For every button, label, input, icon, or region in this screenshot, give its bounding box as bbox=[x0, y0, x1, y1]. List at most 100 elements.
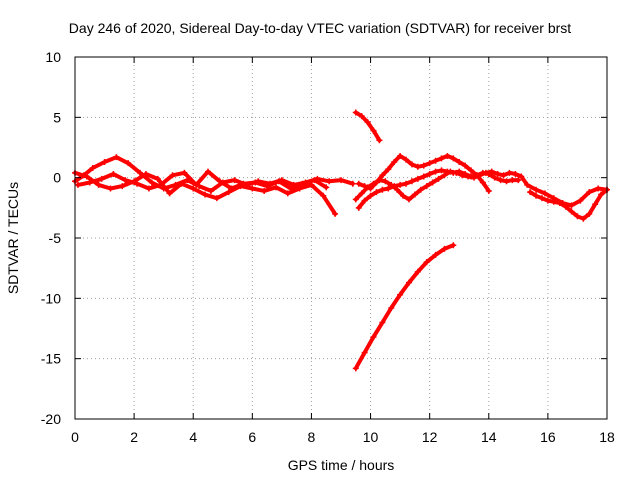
data-point bbox=[441, 245, 448, 252]
data-point bbox=[479, 179, 486, 186]
axis-ticks: 0 2 4 6 8 10 12 14 16 18 -20 -15 -10 -5 0 5 10 bbox=[41, 49, 615, 445]
y-tick-label: 10 bbox=[45, 49, 61, 65]
data-point bbox=[444, 152, 451, 159]
data-point bbox=[423, 183, 430, 190]
data-point bbox=[527, 189, 534, 196]
data-point bbox=[125, 160, 132, 167]
data-point bbox=[252, 179, 259, 186]
data-point bbox=[397, 181, 404, 188]
data-point bbox=[488, 168, 495, 175]
data-point bbox=[86, 179, 93, 186]
x-tick-label: 4 bbox=[189, 429, 197, 445]
x-axis-title: GPS time / hours bbox=[288, 457, 395, 473]
data-point bbox=[385, 185, 392, 192]
data-point bbox=[500, 172, 507, 179]
series-arc-9 bbox=[352, 242, 457, 372]
data-point bbox=[595, 185, 602, 192]
data-point bbox=[355, 204, 362, 211]
data-point bbox=[349, 180, 356, 187]
data-point bbox=[367, 192, 374, 199]
data-point bbox=[541, 190, 548, 197]
data-point bbox=[420, 162, 427, 169]
data-point bbox=[403, 180, 410, 187]
data-point bbox=[459, 172, 466, 179]
data-point bbox=[592, 201, 599, 208]
x-tick-label: 0 bbox=[71, 429, 79, 445]
x-tick-label: 18 bbox=[599, 429, 615, 445]
data-point bbox=[358, 190, 365, 197]
data-point bbox=[411, 191, 418, 198]
data-point bbox=[426, 160, 433, 167]
data-point bbox=[471, 174, 477, 181]
data-point bbox=[391, 158, 398, 165]
data-point bbox=[405, 279, 412, 286]
x-tick-label: 6 bbox=[248, 429, 256, 445]
data-point bbox=[414, 163, 421, 170]
data-point bbox=[89, 165, 96, 172]
data-point bbox=[562, 203, 569, 210]
data-point bbox=[574, 213, 581, 220]
data-point bbox=[110, 171, 117, 178]
data-point bbox=[429, 179, 436, 186]
series-arc-8 bbox=[352, 109, 383, 144]
data-point bbox=[408, 161, 415, 168]
data-point bbox=[225, 189, 232, 196]
data-point bbox=[580, 215, 587, 222]
data-point bbox=[432, 168, 439, 175]
data-point bbox=[373, 189, 380, 196]
data-point bbox=[550, 198, 557, 205]
data-point bbox=[364, 119, 371, 126]
series-arc-2 bbox=[72, 169, 339, 217]
data-point bbox=[213, 195, 220, 202]
y-tick-label: 5 bbox=[53, 109, 61, 125]
data-point bbox=[533, 192, 540, 199]
data-point bbox=[216, 178, 223, 185]
data-point bbox=[352, 196, 359, 203]
data-point bbox=[370, 127, 377, 134]
data-point bbox=[515, 177, 522, 184]
data-series bbox=[72, 109, 610, 372]
x-tick-label: 2 bbox=[130, 429, 138, 445]
data-point bbox=[400, 192, 407, 199]
data-point bbox=[352, 109, 359, 116]
data-point bbox=[435, 175, 442, 182]
data-point bbox=[113, 154, 120, 161]
data-point bbox=[137, 169, 144, 176]
x-tick-label: 14 bbox=[481, 429, 497, 445]
data-point bbox=[462, 162, 469, 169]
grid bbox=[75, 57, 607, 419]
data-point bbox=[447, 168, 454, 175]
data-point bbox=[379, 172, 386, 179]
data-point bbox=[397, 291, 404, 298]
data-point bbox=[361, 197, 368, 204]
data-point bbox=[355, 180, 362, 187]
y-tick-label: -15 bbox=[41, 351, 61, 367]
series-arc-6 bbox=[352, 168, 610, 209]
data-point bbox=[272, 184, 279, 191]
data-point bbox=[264, 183, 271, 190]
series-arc-7 bbox=[527, 186, 610, 222]
data-point bbox=[482, 169, 489, 176]
data-point bbox=[426, 171, 433, 178]
data-point bbox=[450, 242, 457, 249]
data-point bbox=[95, 181, 102, 188]
data-point bbox=[142, 171, 149, 178]
data-point bbox=[394, 186, 401, 193]
data-point bbox=[405, 196, 412, 203]
x-tick-label: 10 bbox=[363, 429, 379, 445]
data-point bbox=[497, 177, 504, 184]
x-tick-label: 16 bbox=[540, 429, 556, 445]
data-point bbox=[98, 175, 105, 182]
data-point bbox=[202, 191, 209, 198]
data-point bbox=[420, 173, 427, 180]
data-point bbox=[388, 304, 395, 311]
data-point bbox=[524, 181, 531, 188]
data-point bbox=[178, 180, 185, 187]
data-point bbox=[166, 190, 173, 197]
data-point bbox=[284, 190, 291, 197]
data-point bbox=[261, 187, 268, 194]
data-point bbox=[169, 172, 176, 179]
data-point bbox=[326, 178, 333, 185]
data-point bbox=[181, 169, 188, 176]
